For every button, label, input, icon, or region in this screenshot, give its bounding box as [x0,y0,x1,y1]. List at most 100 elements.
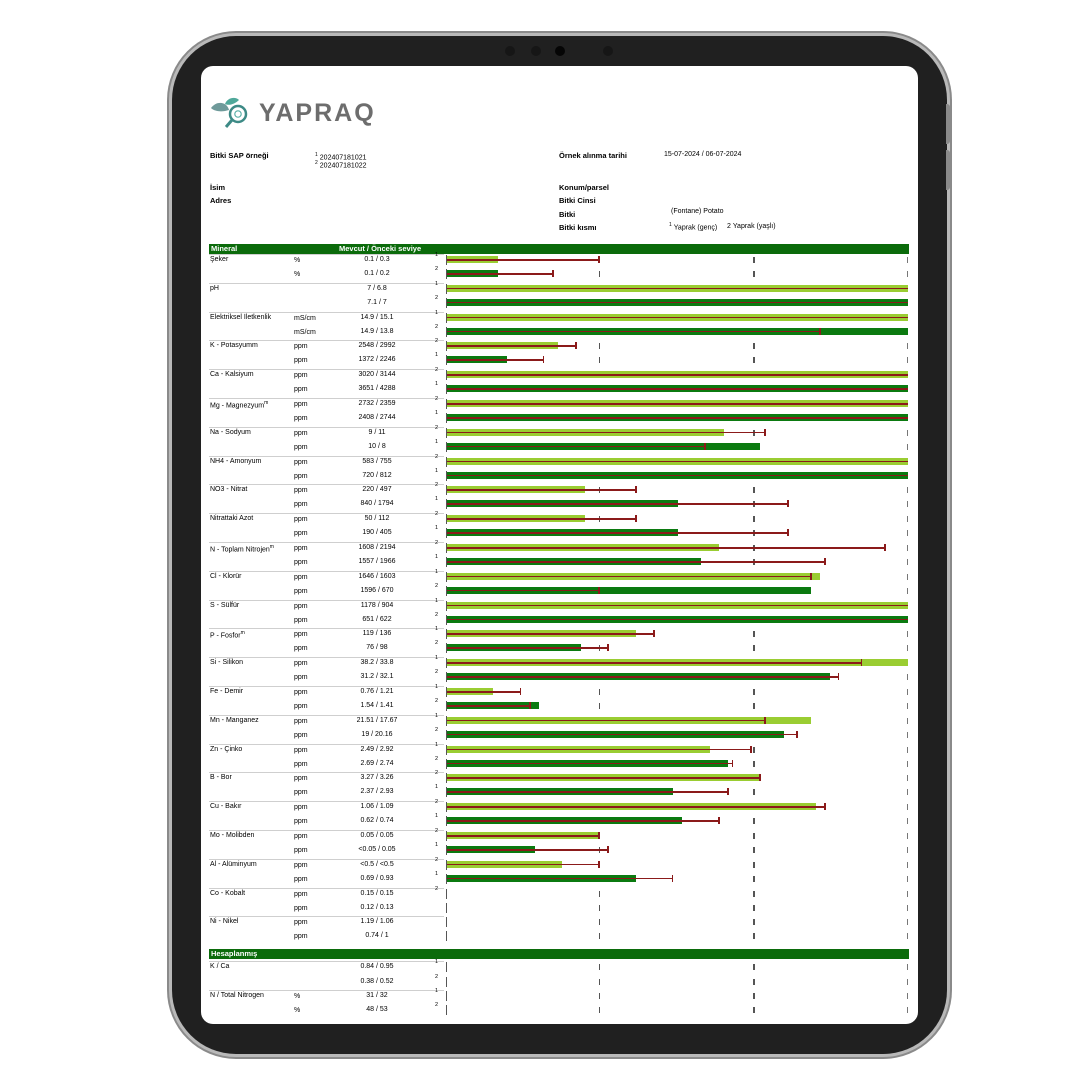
leaf-magnifier-icon [211,97,248,128]
grid-dash [753,645,755,652]
row-sample-index: 2 [435,856,439,863]
row-name-text: Nitrattaki Azot [210,515,254,523]
row-values: 76 / 98 [366,644,388,652]
row-unit: ppm [294,674,308,682]
row-sample-index: 1 [435,655,439,662]
previous-level-cap [598,832,600,839]
row-name: Al - Alüminyum [210,861,257,868]
axis-tick [446,571,448,582]
grid-dash [753,875,755,882]
row-name-text: Cu - Bakır [210,803,242,811]
row-sample-index: 2 [435,424,439,431]
axis-tick [446,672,448,683]
row-values: 583 / 755 [362,457,392,465]
grid-dash [753,760,755,767]
row-name: Mn - Manganez [210,717,259,724]
row-sample-index: 2 [435,453,439,460]
axis-tick [446,917,448,928]
row-values: 31.2 / 32.1 [360,673,394,681]
row-sample-index: 1 [435,568,439,575]
grid-dash [907,530,909,537]
grid-dash [907,689,909,695]
grid-dash [907,847,909,853]
previous-level-line [447,791,729,793]
axis-tick [446,816,448,827]
previous-level-cap [653,630,656,638]
row-separator [209,311,444,313]
axis-tick [446,543,448,553]
grid-dash [753,631,755,638]
row-separator [209,513,444,515]
grid-dash [907,1007,909,1014]
sample-id-2: 2 202407181022 [315,160,367,170]
axis-tick [446,873,448,884]
grid-dash [907,890,909,897]
axis-tick [446,729,448,740]
row-unit: ppm [294,501,308,509]
row-unit: ppm [294,472,308,480]
axis-tick [446,859,448,870]
previous-level-line [447,604,908,607]
previous-level-cap [796,730,798,738]
row-unit: ppm [294,559,308,566]
table-header: Mineral Mevcut / Önceki seviye [209,244,909,254]
row-unit: ppm [294,631,308,639]
row-separator [209,961,444,963]
row-name: Mg - Magnezyumm [210,400,268,409]
volume-down-button[interactable] [946,150,950,190]
sensor-dot [603,46,613,56]
row-values: 0.05 / 0.05 [360,832,394,839]
grid-dash [753,257,755,263]
row-values: 720 / 812 [362,471,392,479]
row-sample-index: 1 [435,438,439,445]
grid-dash [907,993,909,999]
col-mineral-header: Mineral [211,244,238,253]
grid-dash [753,964,755,971]
previous-level-line [447,532,789,534]
grid-dash [907,731,909,738]
row-name: Cl - Klorür [210,573,242,580]
row-name-text: Mn - Manganez [210,716,259,724]
row-unit: ppm [294,818,308,826]
row-name-text: N / Total Nitrogen [210,992,264,999]
row-separator [209,887,444,889]
row-unit: ppm [294,890,308,898]
grid-dash [907,357,909,364]
previous-level-cap [635,486,637,494]
row-separator [209,714,444,716]
previous-level-cap [750,745,752,753]
row-sample-index: 1 [435,988,439,994]
axis-tick [446,355,448,366]
previous-level-cap [810,572,812,580]
grid-dash [753,847,755,853]
row-unit: ppm [294,343,308,351]
grid-dash [598,703,601,709]
row-name: NH4 - Amonyum [210,458,261,465]
row-unit: ppm [294,530,308,538]
row-sample-index: 2 [435,828,439,834]
row-unit: ppm [294,372,308,380]
previous-level-line [447,547,885,549]
calculated-section-title: Hesaplanmış [211,949,258,959]
previous-level-cap [764,428,766,436]
variety-label: Bitki Cinsi [559,196,596,205]
row-unit: ppm [294,804,308,812]
grid-dash [598,919,601,926]
row-sample-index: 1 [435,381,439,388]
previous-level-cap [598,860,600,868]
row-separator [209,801,444,803]
row-separator [209,772,444,774]
previous-level-cap [528,702,531,709]
previous-level-line [447,647,609,649]
previous-level-line [447,374,908,376]
axis-tick [446,326,448,337]
grid-dash [753,789,755,796]
row-name-text: K / Ca [210,963,230,971]
volume-up-button[interactable] [946,104,950,144]
row-values: 7 / 6.8 [367,284,387,292]
row-sample-index: 2 [435,396,439,402]
row-unit: ppm [294,415,308,422]
grid-dash [907,904,909,911]
row-name: K - Potasyumm [210,342,258,349]
grid-dash [907,487,909,494]
